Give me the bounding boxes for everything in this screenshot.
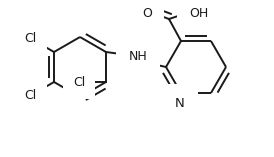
Text: NH: NH — [129, 51, 147, 63]
Text: Cl: Cl — [24, 32, 37, 45]
Text: OH: OH — [189, 7, 209, 19]
Text: Cl: Cl — [24, 89, 37, 102]
Text: O: O — [142, 7, 152, 19]
Text: Cl: Cl — [73, 76, 85, 89]
Text: N: N — [175, 97, 185, 110]
